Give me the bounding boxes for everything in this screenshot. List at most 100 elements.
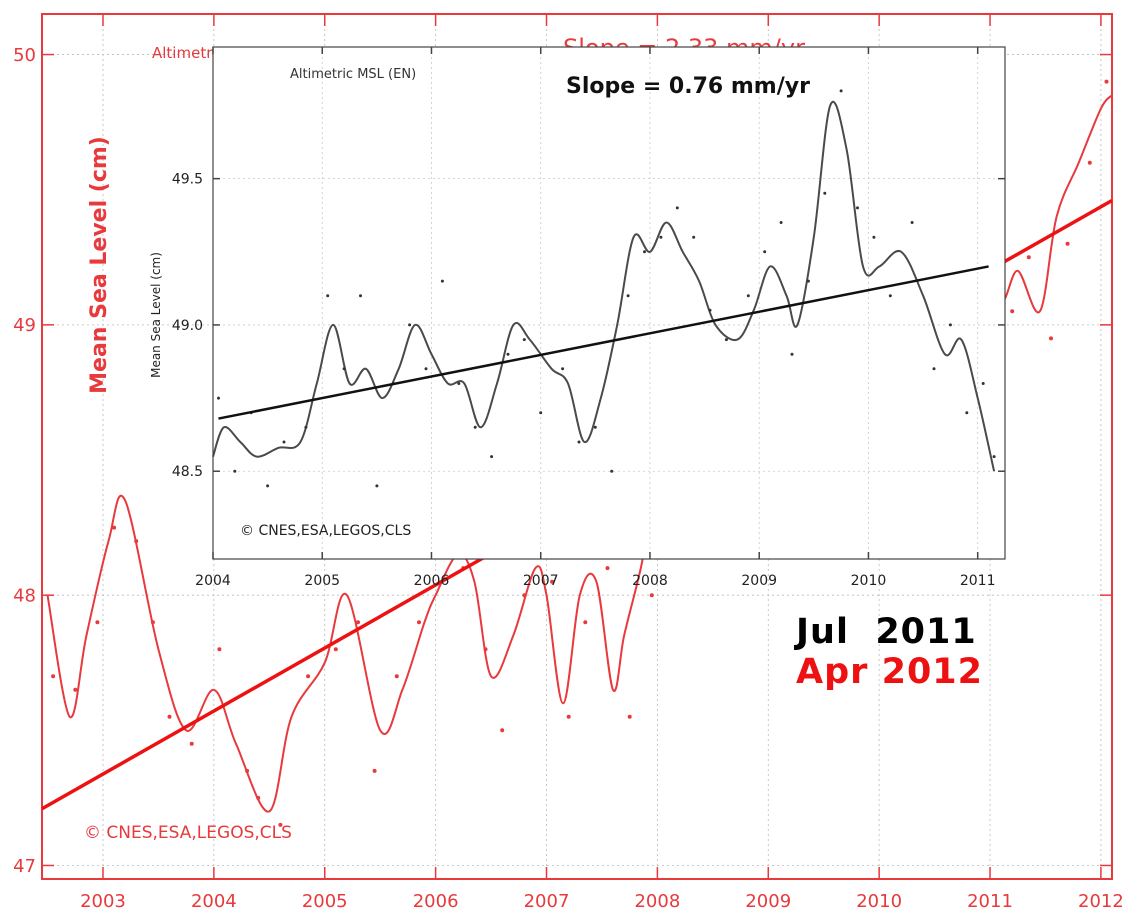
inset-data-point bbox=[266, 484, 270, 488]
main-data-point bbox=[256, 795, 261, 800]
inset-chart: 2004 2005 2006 2007 2008 2009 2010 2011 48.5 49.… bbox=[149, 46, 1006, 589]
main-x-tick-label: 2012 bbox=[1078, 891, 1124, 912]
inset-data-point bbox=[375, 484, 379, 488]
inset-data-point bbox=[806, 279, 810, 283]
main-y-tick-labels: 47 48 49 50 bbox=[13, 45, 36, 877]
main-data-point bbox=[1049, 336, 1053, 341]
inset-background bbox=[213, 47, 1005, 559]
inset-data-point bbox=[839, 89, 843, 93]
inset-data-point bbox=[992, 455, 996, 459]
inset-data-point bbox=[326, 294, 330, 298]
main-y-tick-label: 50 bbox=[13, 45, 36, 66]
inset-plot-frame bbox=[212, 46, 1006, 560]
inset-x-tick-label: 2004 bbox=[195, 573, 231, 589]
main-y-axis-label: Mean Sea Level (cm) bbox=[87, 136, 112, 394]
main-data-point bbox=[333, 647, 338, 652]
main-data-point bbox=[500, 728, 505, 733]
main-data-point bbox=[566, 714, 571, 719]
inset-smoothed-curve bbox=[212, 101, 996, 472]
inset-data-point bbox=[659, 235, 663, 239]
main-data-point bbox=[649, 593, 654, 598]
inset-data-point bbox=[473, 425, 477, 429]
inset-series bbox=[212, 89, 996, 488]
inset-data-point bbox=[746, 294, 750, 298]
inset-data-point bbox=[233, 469, 237, 473]
inset-x-tick-label: 2009 bbox=[741, 573, 777, 589]
inset-data-point bbox=[282, 440, 286, 444]
main-data-point bbox=[372, 768, 377, 773]
main-x-tick-label: 2006 bbox=[413, 891, 459, 912]
inset-data-point bbox=[981, 382, 985, 385]
main-data-point bbox=[134, 539, 139, 544]
main-data-point bbox=[95, 620, 100, 625]
main-x-tick-label: 2010 bbox=[856, 891, 902, 912]
inset-data-point bbox=[217, 396, 220, 400]
inset-data-point bbox=[872, 235, 876, 239]
inset-data-point bbox=[506, 352, 510, 356]
inset-data-point bbox=[359, 294, 362, 298]
inset-y-axis-label: Mean Sea Level (cm) bbox=[149, 252, 163, 378]
main-copyright: © CNES,ESA,LEGOS,CLS bbox=[84, 823, 292, 843]
inset-grid bbox=[212, 47, 1005, 559]
main-data-point bbox=[150, 620, 155, 625]
main-data-point bbox=[583, 620, 588, 625]
main-x-tick-label: 2005 bbox=[302, 891, 348, 912]
inset-copyright: © CNES,ESA,LEGOS,CLS bbox=[240, 523, 411, 539]
inset-data-point bbox=[932, 367, 936, 371]
date-month-jul: Jul bbox=[796, 612, 849, 652]
date-label-jul-2011: Jul 2011 bbox=[796, 612, 977, 652]
main-plot-frame bbox=[41, 13, 1113, 880]
inset-data-point bbox=[724, 338, 728, 342]
inset-data-point bbox=[610, 469, 614, 473]
inset-data-point bbox=[440, 279, 444, 283]
main-x-tick-label: 2003 bbox=[80, 891, 126, 912]
main-data-point bbox=[167, 714, 172, 719]
main-data-point bbox=[306, 674, 311, 679]
inset-data-point bbox=[856, 206, 859, 210]
inset-legend-label: Altimetric MSL (EN) bbox=[290, 67, 416, 82]
inset-data-point bbox=[692, 235, 696, 239]
main-x-tick-label: 2009 bbox=[745, 891, 791, 912]
main-data-point bbox=[1065, 241, 1070, 246]
main-data-point bbox=[73, 687, 78, 692]
main-data-point bbox=[1087, 160, 1092, 165]
main-x-tick-label: 2007 bbox=[524, 891, 570, 912]
inset-data-point bbox=[823, 191, 827, 195]
inset-x-tick-label: 2008 bbox=[632, 573, 668, 589]
main-data-point bbox=[417, 620, 421, 625]
inset-data-point bbox=[763, 250, 767, 254]
inset-data-point bbox=[561, 367, 565, 371]
main-data-point bbox=[51, 674, 56, 679]
inset-data-point bbox=[490, 455, 494, 459]
inset-data-point bbox=[675, 206, 679, 210]
inset-data-point bbox=[643, 250, 646, 254]
inset-data-point bbox=[790, 352, 794, 356]
date-label-apr-2012: Apr 2012 bbox=[796, 652, 983, 692]
inset-data-point bbox=[888, 294, 892, 298]
inset-axis-ticks bbox=[212, 47, 1005, 559]
inset-data-point bbox=[342, 367, 346, 371]
inset-data-point bbox=[457, 382, 461, 385]
inset-x-tick-label: 2005 bbox=[304, 573, 340, 589]
inset-y-tick-label: 48.5 bbox=[172, 464, 203, 480]
main-data-point bbox=[394, 674, 399, 679]
main-data-point bbox=[483, 647, 488, 652]
inset-x-tick-label: 2011 bbox=[960, 573, 996, 589]
main-y-tick-label: 49 bbox=[13, 315, 36, 336]
inset-data-point bbox=[626, 294, 630, 298]
inset-data-point bbox=[424, 367, 428, 371]
inset-data-point bbox=[304, 425, 308, 429]
main-data-point bbox=[356, 620, 360, 625]
main-x-tick-labels: 2003 2004 2005 2006 2007 2008 2009 2010 2011 2012 bbox=[80, 891, 1124, 912]
main-data-point bbox=[112, 525, 117, 530]
inset-data-point bbox=[708, 308, 712, 312]
main-data-point bbox=[245, 768, 250, 773]
inset-data-point bbox=[948, 323, 952, 327]
inset-data-point bbox=[408, 323, 412, 327]
inset-data-point bbox=[539, 411, 543, 415]
inset-y-tick-labels: 48.5 49.0 49.5 bbox=[172, 172, 203, 481]
main-data-point bbox=[522, 593, 527, 598]
main-y-tick-label: 47 bbox=[13, 856, 36, 877]
inset-x-tick-label: 2010 bbox=[851, 573, 887, 589]
